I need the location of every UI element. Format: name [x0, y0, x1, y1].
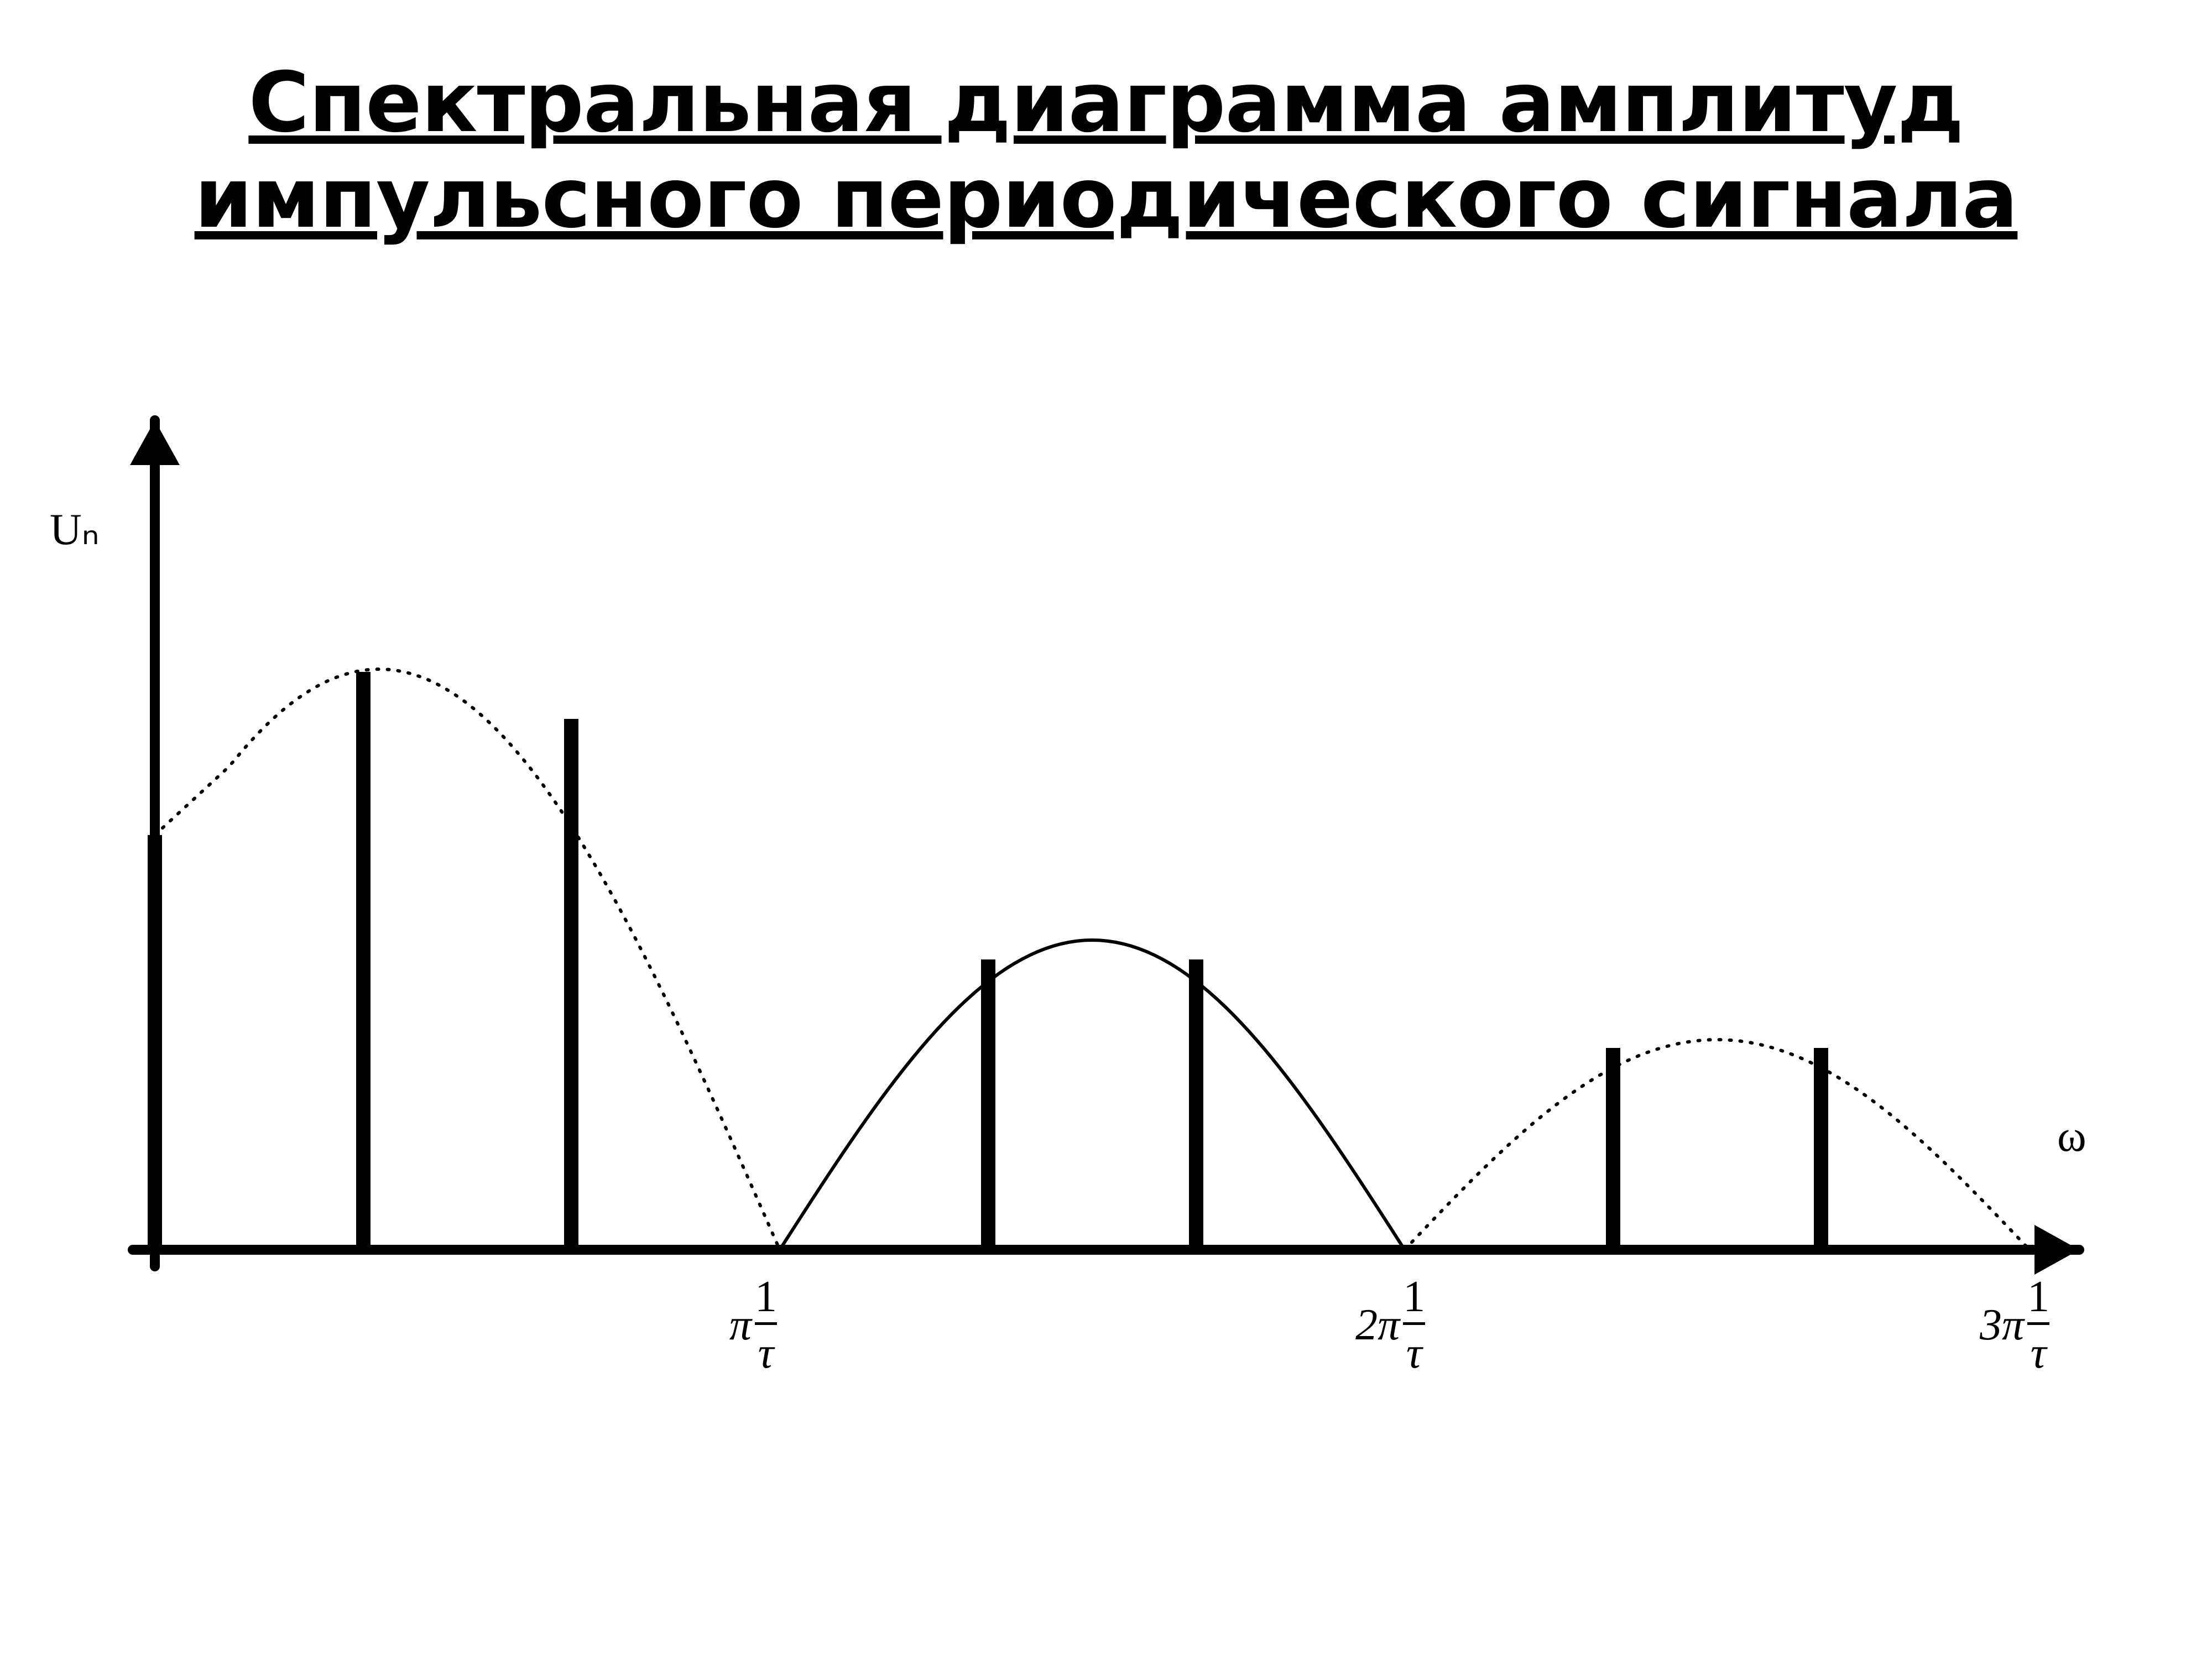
title-line-2: импульсного периодического сигнала	[195, 150, 2018, 247]
x-tick-label: π1τ	[729, 1272, 777, 1379]
spectrum-svg	[111, 387, 2129, 1438]
title-line-1: Спектральная диаграмма амплитуд	[248, 55, 1963, 151]
x-axis-label: ω	[2057, 1112, 2086, 1162]
x-tick-label: 3π1τ	[1980, 1272, 2049, 1379]
spectrum-chart: Uₙ ω π1τ2π1τ3π1τ	[111, 387, 2129, 1438]
page-title: Спектральная диаграмма амплитуд импульсн…	[0, 55, 2212, 246]
y-axis-label: Uₙ	[50, 503, 100, 555]
x-tick-label: 2π1τ	[1355, 1272, 1425, 1379]
